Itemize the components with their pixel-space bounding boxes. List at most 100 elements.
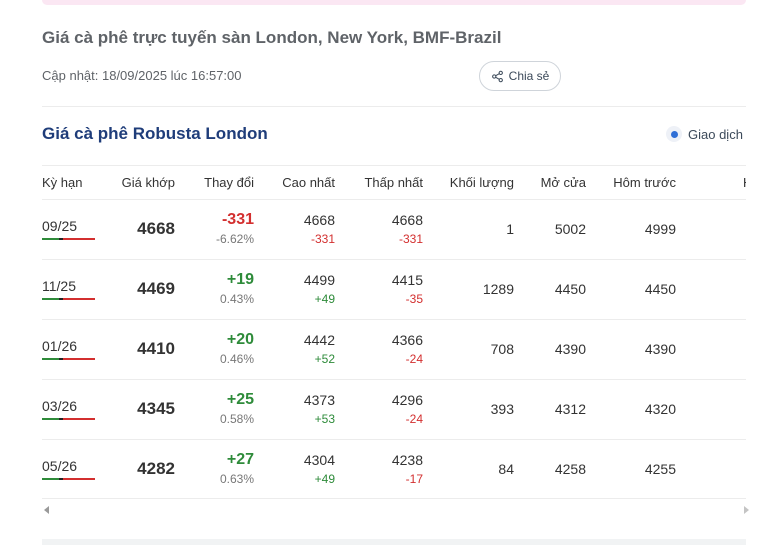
high-value: 4499	[303, 272, 335, 288]
change-cell: +20 0.46%	[175, 318, 254, 379]
high-value: 4668	[303, 212, 335, 228]
term-label: 11/25	[42, 278, 76, 294]
high-diff: +49	[314, 292, 335, 306]
match-price: 4668	[137, 219, 175, 238]
top-banner-strip	[42, 0, 746, 5]
table-row[interactable]: 01/26 4410 +20 0.46% 4442 +52 4366 -24 708 4390 43…	[42, 318, 746, 379]
term-cell: 03/26	[42, 378, 97, 439]
change-cell: +27 0.63%	[175, 438, 254, 499]
price-cell: 4282	[97, 438, 175, 499]
prev-cell: 4999	[586, 198, 676, 259]
last-updated-text: Cập nhật: 18/09/2025 lúc 16:57:00	[42, 68, 242, 83]
table-bottom-divider	[42, 498, 746, 499]
volume-cell: 84	[423, 438, 514, 499]
change-percent: 0.63%	[219, 472, 254, 487]
high-value: 4304	[303, 452, 335, 469]
change-value: +27	[226, 451, 254, 469]
change-value: +19	[226, 271, 254, 288]
low-diff: -24	[405, 412, 423, 426]
match-price: 4282	[137, 459, 175, 479]
column-header-open-interest: HĐ mở	[676, 166, 746, 199]
column-header-high: Cao nhất	[282, 174, 335, 190]
price-cell: 4469	[97, 258, 175, 319]
volume-cell: 1	[423, 198, 514, 259]
change-percent: 0.43%	[219, 292, 254, 306]
share-button-label: Chia sẻ	[508, 69, 550, 83]
low-diff: -24	[405, 352, 423, 366]
low-cell: 4668 -331	[335, 198, 423, 259]
low-cell: 4366 -24	[335, 318, 423, 379]
volume-cell: 393	[423, 378, 514, 439]
term-label: 09/25	[42, 218, 78, 234]
term-cell: 01/26	[42, 318, 97, 379]
change-value: -331	[221, 211, 254, 228]
open-interest-cell: 34431	[676, 258, 746, 319]
change-value: +25	[226, 391, 254, 408]
open-cell: 4312	[514, 378, 586, 439]
column-header-open: Mở cửa	[540, 174, 586, 190]
term-range-bar	[42, 358, 95, 360]
trading-status-label: Giao dịch	[688, 126, 743, 142]
column-header-low: Thấp nhất	[364, 174, 423, 190]
change-cell: +19 0.43%	[175, 258, 254, 319]
share-button[interactable]: Chia sẻ	[479, 61, 561, 91]
term-range-bar	[42, 298, 95, 300]
table-row[interactable]: 05/26 4282 +27 0.63% 4304 +49 4238 -17 84 4258 425…	[42, 438, 746, 499]
price-table-container[interactable]: Kỳ hạn Giá khớp Thay đổi Cao nhất Thấp n…	[42, 165, 746, 499]
high-value: 4373	[303, 392, 335, 408]
high-diff: +53	[314, 412, 335, 426]
table-row[interactable]: 03/26 4345 +25 0.58% 4373 +53 4296 -24 393 4312 43…	[42, 378, 746, 439]
change-cell: -331 -6.62%	[175, 198, 254, 259]
match-price: 4469	[137, 279, 175, 298]
price-cell: 4410	[97, 318, 175, 379]
match-price: 4410	[137, 339, 175, 358]
high-diff: -331	[310, 232, 335, 246]
low-value: 4668	[391, 212, 423, 228]
header-divider	[42, 106, 746, 107]
volume-cell: 1289	[423, 258, 514, 319]
match-price: 4345	[137, 399, 175, 418]
low-value: 4238	[391, 452, 423, 469]
low-value: 4415	[391, 272, 423, 288]
term-range-bar	[42, 478, 95, 481]
column-header-prev: Hôm trước	[613, 174, 676, 190]
status-dot-icon	[666, 126, 682, 142]
column-header-term: Kỳ hạn	[42, 174, 83, 190]
prev-cell: 4390	[586, 318, 676, 379]
table-row[interactable]: 11/25 4469 +19 0.43% 4499 +49 4415 -35 1289 4450 4…	[42, 258, 746, 319]
price-cell: 4345	[97, 378, 175, 439]
high-value: 4442	[303, 332, 335, 348]
table-header-row: Kỳ hạn Giá khớp Thay đổi Cao nhất Thấp n…	[42, 166, 746, 199]
prev-cell: 4320	[586, 378, 676, 439]
bottom-strip	[42, 539, 746, 545]
low-diff: -331	[398, 232, 423, 246]
term-cell: 11/25	[42, 258, 97, 319]
price-cell: 4668	[97, 198, 175, 259]
low-cell: 4238 -17	[335, 438, 423, 499]
high-diff: +52	[314, 352, 335, 366]
open-interest-cell: 298	[676, 198, 746, 259]
change-percent: -6.62%	[215, 232, 254, 246]
scroll-left-arrow-icon[interactable]	[44, 506, 49, 514]
change-cell: +25 0.58%	[175, 378, 254, 439]
table-row[interactable]: 09/25 4668 -331 -6.62% 4668 -331 4668 -331 1 5002…	[42, 198, 746, 259]
low-cell: 4415 -35	[335, 258, 423, 319]
change-percent: 0.46%	[219, 352, 254, 366]
column-header-volume: Khối lượng	[449, 174, 514, 190]
column-header-price: Giá khớp	[121, 174, 175, 190]
page-title: Giá cà phê trực tuyến sàn London, New Yo…	[42, 28, 502, 47]
open-interest-cell: 11672	[676, 378, 746, 439]
high-cell: 4442 +52	[254, 318, 335, 379]
prev-cell: 4255	[586, 438, 676, 499]
trading-status-badge: Giao dịch	[666, 121, 743, 147]
term-label: 01/26	[42, 338, 78, 354]
open-cell: 5002	[514, 198, 586, 259]
term-cell: 05/26	[42, 438, 97, 499]
high-cell: 4668 -331	[254, 198, 335, 259]
term-label: 05/26	[42, 458, 78, 475]
section-title: Giá cà phê Robusta London	[42, 124, 268, 143]
term-range-bar	[42, 418, 95, 420]
high-cell: 4373 +53	[254, 378, 335, 439]
high-cell: 4304 +49	[254, 438, 335, 499]
scroll-right-arrow-icon[interactable]	[744, 506, 749, 514]
